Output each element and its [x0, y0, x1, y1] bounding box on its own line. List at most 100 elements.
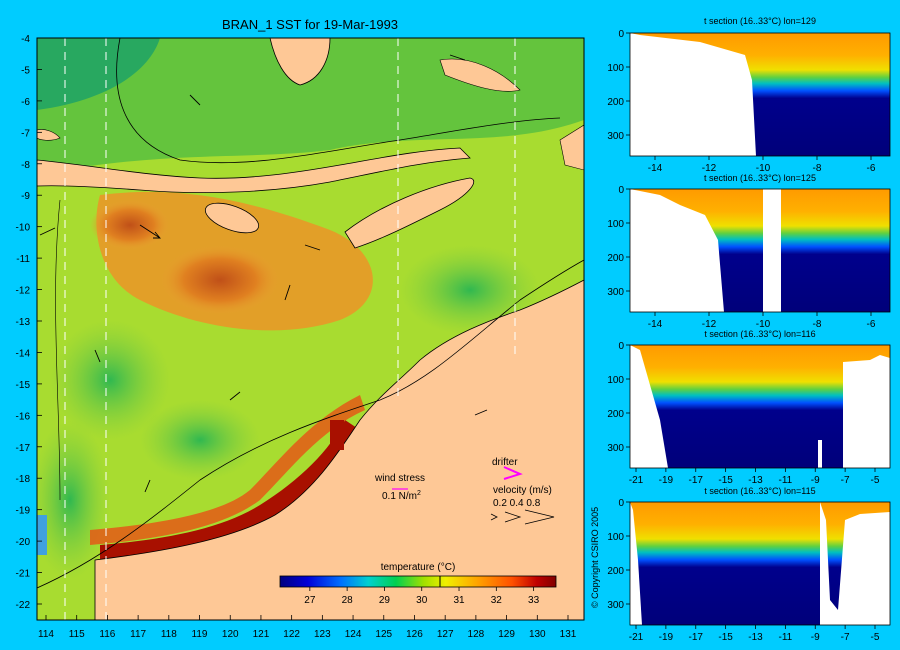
lat-tick-label: -7: [21, 128, 30, 139]
section-x-tick-label: -10: [756, 163, 771, 174]
section-land-mask: [630, 502, 642, 625]
section-y-tick-label: 200: [607, 97, 624, 108]
section-x-tick-label: -14: [648, 319, 663, 330]
lat-tick-label: -21: [16, 569, 31, 580]
section-y-tick-label: 0: [618, 498, 624, 509]
section-x-tick-label: -9: [811, 632, 820, 643]
sulawesi-tip: [269, 38, 331, 86]
section-frame: [629, 32, 891, 157]
section-x-tick-label: -5: [871, 475, 880, 486]
velocity-label: velocity (m/s): [493, 485, 552, 496]
section-x-tick-label: -7: [841, 632, 850, 643]
lon-tick-label: 126: [406, 629, 423, 640]
wind-stress-arrows: [39, 54, 488, 493]
section-panel-lon115: t section (16..33°C) lon=115: [629, 486, 891, 626]
lon-tick-label: 123: [314, 629, 331, 640]
warm-coastal-band: [90, 395, 365, 545]
section-y-tick-label: 0: [618, 185, 624, 196]
section-x-tick-label: -5: [871, 632, 880, 643]
lat-tick-label: -11: [16, 254, 30, 265]
lon-tick-label: 116: [99, 629, 115, 640]
lon-tick-label: 130: [529, 629, 546, 640]
colorbar-tick-label: 32: [491, 595, 503, 606]
colorbar-title: temperature (°C): [381, 562, 456, 573]
section-y-tick-label: 100: [607, 532, 624, 543]
section-x-tick-label: -6: [867, 319, 876, 330]
lat-tick-label: -20: [16, 537, 31, 548]
section-land-mask: [630, 189, 724, 312]
lon-tick-label: 117: [130, 629, 146, 640]
section-x-tick-label: -11: [779, 632, 793, 643]
section-y-tick-label: 100: [607, 63, 624, 74]
latitude-axis: -4 -5 -6 -7 -8 -9 -10 -11 -12 -13 -14 -15 -16 -17 -18 -…: [16, 34, 42, 611]
section-panel-lon116: t section (16..33°C) lon=116: [629, 329, 891, 469]
section-x-tick-label: -11: [779, 475, 793, 486]
section-y-tick-label: 0: [618, 341, 624, 352]
section-x-tick-label: -17: [689, 632, 704, 643]
velocity-scale-arrows: [490, 509, 555, 525]
section-x-tick-label: -8: [813, 319, 822, 330]
section-frame: [629, 344, 891, 469]
section-x-tick-label: -21: [629, 475, 644, 486]
section-land-mask: [630, 33, 756, 156]
hot-gulf-patch: [330, 420, 344, 450]
velocity-values: 0.2 0.4 0.8: [493, 498, 541, 509]
lat-tick-label: -22: [16, 600, 31, 611]
colorbar-tick-label: 30: [416, 595, 428, 606]
section-y-tick-label: 300: [607, 287, 624, 298]
map-title: BRAN_1 SST for 19-Mar-1993: [222, 17, 398, 32]
colorbar-tick-label: 28: [342, 595, 354, 606]
colorbar-tick-label: 27: [304, 595, 316, 606]
lat-tick-label: -6: [21, 97, 30, 108]
section-panel-lon125: t section (16..33°C) lon=125: [629, 173, 891, 313]
section-gap-mask: [763, 189, 781, 312]
lon-tick-label: 127: [437, 629, 454, 640]
section-frame: [629, 188, 891, 313]
west-contour: [55, 199, 61, 501]
colorbar-ticks: 27 28 29 30 31 32 33: [304, 587, 540, 606]
lon-tick-label: 115: [69, 629, 85, 640]
lat-tick-label: -8: [21, 160, 30, 171]
lat-tick-label: -12: [16, 286, 31, 297]
wind-scale-label: 0.1 N/m2: [382, 490, 421, 502]
section-x-tick-label: -19: [659, 632, 674, 643]
lat-tick-label: -4: [21, 34, 30, 45]
colorbar-gradient: [279, 575, 557, 588]
banda-islands: [439, 58, 521, 92]
lon-tick-label: 128: [468, 629, 485, 640]
lat-tick-label: -16: [16, 411, 31, 422]
section-title: t section (16..33°C) lon=115: [704, 486, 815, 496]
drifter-label: drifter: [492, 457, 518, 468]
tanimbar-islands: [559, 124, 584, 171]
section-x-tick-label: -19: [659, 475, 674, 486]
section-title: t section (16..33°C) lon=129: [704, 16, 816, 26]
lat-tick-label: -13: [16, 317, 31, 328]
cool-eddy-west: [50, 320, 170, 440]
section-x-tick-label: -8: [813, 163, 822, 174]
section-x-tick-label: -13: [748, 632, 763, 643]
lon-tick-label: 125: [375, 629, 392, 640]
section-x-tick-label: -14: [648, 163, 663, 174]
section-gap-mask: [818, 440, 822, 468]
lon-tick-label: 120: [222, 629, 239, 640]
bali-tip: [37, 129, 61, 141]
section-x-tick-label: -9: [811, 475, 820, 486]
section-y-tick-label: 300: [607, 131, 624, 142]
lesser-sunda-islands: [37, 147, 471, 193]
lon-tick-label: 129: [498, 629, 515, 640]
map-frame: [36, 37, 585, 621]
lat-tick-label: -15: [16, 380, 31, 391]
section-x-tick-label: -10: [756, 319, 771, 330]
lat-tick-label: -19: [16, 506, 31, 517]
section-y-tick-label: 300: [607, 600, 624, 611]
section-y-tick-label: 200: [607, 566, 624, 577]
section-x-tick-label: -12: [702, 163, 717, 174]
colorbar-tick-label: 33: [528, 595, 540, 606]
section-y-tick-label: 0: [618, 29, 624, 40]
lon-tick-label: 119: [192, 629, 208, 640]
cool-eddy-southwest: [37, 420, 110, 580]
warm-eddy-north: [90, 200, 170, 250]
copyright-text: © Copyright CSIRO 2005: [590, 507, 600, 608]
section-y-tick-label: 100: [607, 219, 624, 230]
